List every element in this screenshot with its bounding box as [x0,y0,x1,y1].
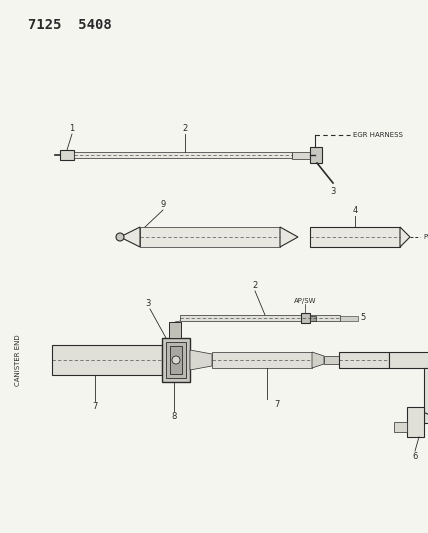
Text: 2: 2 [182,124,187,133]
Bar [324,356,339,364]
Text: 3: 3 [330,187,336,196]
Bar [60,150,74,160]
Text: EGR HARNESS: EGR HARNESS [353,132,403,138]
Bar [212,352,312,368]
Text: 7: 7 [274,400,279,409]
Bar [170,346,182,374]
Bar [52,345,162,375]
Bar [180,315,340,321]
Text: 9: 9 [160,200,166,209]
Text: 2: 2 [253,281,258,290]
Bar [292,151,310,158]
Bar [301,313,310,323]
Text: 7125  5408: 7125 5408 [28,18,112,32]
Bar [424,368,428,423]
Polygon shape [312,352,324,368]
Bar [389,352,428,368]
Circle shape [116,233,124,241]
Bar [310,227,400,247]
Bar [169,322,181,338]
Text: 3: 3 [146,299,151,308]
Text: PURGE: PURGE [423,234,428,240]
Bar [340,316,358,320]
Bar [339,352,389,368]
Bar [310,147,322,163]
Text: 5: 5 [360,313,365,322]
Bar [166,342,186,378]
Polygon shape [280,227,298,247]
Text: AP/SW: AP/SW [294,298,316,304]
Bar [162,338,190,382]
Bar [407,407,424,437]
Text: 7: 7 [92,402,98,411]
Polygon shape [120,227,140,247]
Bar [394,422,407,432]
Polygon shape [400,227,410,247]
Text: 1: 1 [69,124,74,133]
Bar [74,152,292,158]
Text: 6: 6 [412,452,418,461]
Circle shape [172,356,180,364]
Bar [140,227,280,247]
Polygon shape [190,350,212,370]
Text: 8: 8 [171,412,177,421]
Bar [310,316,316,320]
Text: 4: 4 [352,206,358,215]
Text: CANISTER END: CANISTER END [15,334,21,386]
